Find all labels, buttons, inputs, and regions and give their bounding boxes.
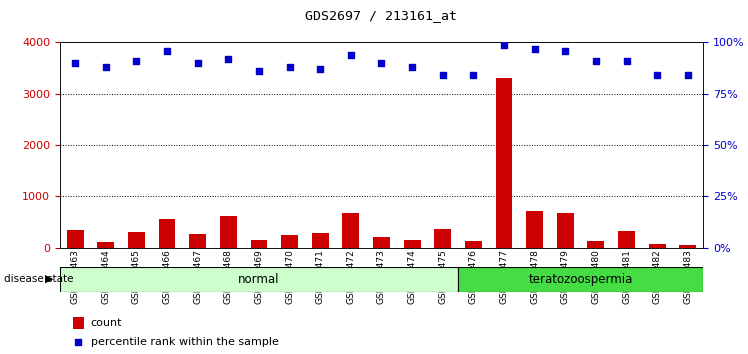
Text: GDS2697 / 213161_at: GDS2697 / 213161_at [305, 9, 458, 22]
Point [406, 64, 418, 70]
Point [253, 68, 265, 74]
Bar [251, 240, 267, 248]
Bar [73, 316, 85, 329]
Bar [587, 241, 604, 248]
Point [529, 46, 541, 51]
Point [130, 58, 142, 64]
Bar [618, 231, 635, 248]
Bar [189, 234, 206, 248]
Text: normal: normal [238, 273, 280, 286]
Point [468, 73, 479, 78]
Bar [557, 213, 574, 248]
Bar [458, 267, 703, 292]
Bar [97, 242, 114, 248]
Bar [159, 218, 176, 248]
Point [437, 73, 449, 78]
Bar [220, 216, 236, 248]
Bar [128, 232, 145, 248]
Point [161, 48, 173, 53]
Point [191, 60, 203, 66]
Bar [67, 230, 84, 248]
Bar [526, 211, 543, 248]
Bar [435, 229, 451, 248]
Bar [404, 240, 420, 248]
Point [345, 52, 357, 58]
Point [498, 42, 510, 47]
Point [652, 73, 663, 78]
Bar [649, 244, 666, 248]
Point [222, 56, 234, 62]
Point [590, 58, 602, 64]
Bar [496, 79, 512, 248]
Bar [312, 233, 328, 248]
Point [560, 48, 571, 53]
Bar [373, 237, 390, 248]
Point [375, 60, 387, 66]
Point [73, 339, 85, 345]
Bar [343, 213, 359, 248]
Bar [60, 267, 458, 292]
Bar [679, 245, 696, 248]
Point [69, 60, 81, 66]
Point [682, 73, 694, 78]
Text: percentile rank within the sample: percentile rank within the sample [91, 337, 278, 347]
Text: teratozoospermia: teratozoospermia [528, 273, 633, 286]
Point [621, 58, 633, 64]
Text: ▶: ▶ [46, 274, 54, 284]
Point [314, 66, 326, 72]
Bar [465, 241, 482, 248]
Text: count: count [91, 318, 122, 328]
Text: disease state: disease state [4, 274, 73, 284]
Bar [281, 235, 298, 248]
Point [283, 64, 295, 70]
Point [99, 64, 111, 70]
